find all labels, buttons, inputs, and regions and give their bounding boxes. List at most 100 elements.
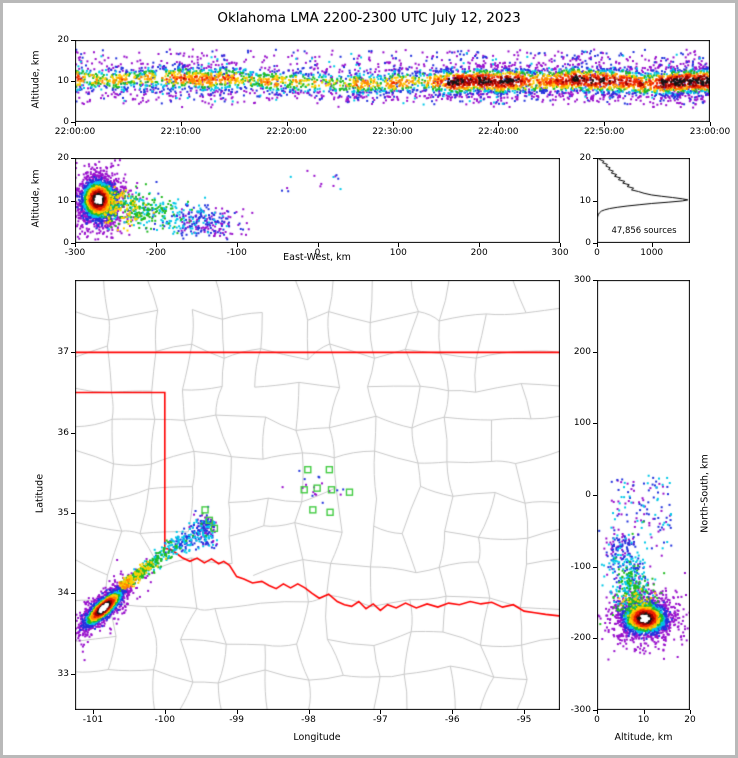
tick-label: -95	[516, 715, 532, 725]
ns-panel-x-axis-label: Altitude, km	[614, 732, 673, 743]
tick-mark	[236, 243, 238, 247]
tick-mark	[164, 710, 166, 714]
tick-label: -100	[154, 715, 176, 725]
tick-label: -98	[301, 715, 316, 725]
tick-label: 0	[594, 715, 600, 725]
tick-mark	[651, 243, 653, 247]
tick-mark	[71, 81, 75, 82]
tick-label: 22:00:00	[54, 127, 96, 137]
tick-label: 22:10:00	[160, 127, 202, 137]
tick-label: 20	[57, 35, 69, 45]
tick-label: 10	[637, 715, 650, 725]
tick-label: 22:20:00	[266, 127, 307, 137]
tick-label: 300	[551, 248, 569, 258]
panel-altitude-histogram	[597, 158, 690, 243]
ew-panel-y-axis-label: Altitude, km	[30, 169, 42, 228]
tick-mark	[593, 280, 597, 281]
tick-label: 20	[684, 715, 696, 725]
tick-mark	[236, 710, 238, 714]
panel-time-altitude	[75, 40, 710, 122]
tick-mark	[380, 710, 382, 714]
time-altitude-scatter-canvas	[75, 40, 710, 122]
tick-label: 37	[57, 347, 69, 358]
map-x-axis-label: Longitude	[293, 732, 341, 743]
tick-label: -96	[444, 715, 460, 725]
tick-mark	[398, 243, 400, 247]
tick-label: -101	[82, 715, 104, 725]
altitude-histogram-canvas	[597, 158, 690, 243]
tick-mark	[597, 243, 598, 247]
tick-label: -300	[64, 248, 86, 258]
tick-mark	[71, 158, 75, 159]
tick-mark	[71, 243, 75, 244]
tick-mark	[604, 122, 606, 126]
tick-mark	[155, 243, 157, 247]
tick-mark	[643, 710, 645, 714]
tick-mark	[593, 638, 597, 640]
tick-mark	[593, 158, 597, 159]
tick-mark	[690, 710, 691, 714]
tick-mark	[75, 122, 76, 126]
tick-mark	[392, 122, 394, 126]
tick-mark	[71, 673, 75, 675]
altitude-northsouth-scatter-canvas	[597, 280, 690, 710]
tick-label: 200	[573, 346, 591, 357]
ns-panel-y-axis-label: North-South, km	[699, 454, 711, 533]
tick-mark	[71, 352, 75, 354]
tick-label: -97	[373, 715, 388, 725]
tick-mark	[597, 710, 598, 714]
map-y-axis-label: Latitude	[34, 473, 46, 514]
panel-altitude-northsouth	[597, 280, 690, 710]
tick-mark	[71, 432, 75, 434]
tick-label: 0	[585, 238, 591, 248]
tick-mark	[286, 122, 288, 126]
tick-mark	[498, 122, 500, 126]
map-canvas	[75, 280, 560, 710]
tick-mark	[710, 122, 711, 126]
tick-label: 0	[314, 248, 321, 258]
tick-label: 100	[573, 418, 591, 429]
tick-mark	[71, 40, 75, 41]
tick-mark	[71, 593, 75, 595]
tick-label: 20	[579, 153, 591, 163]
tick-label: 1000	[640, 248, 664, 258]
tick-label: 22:50:00	[583, 127, 625, 137]
tick-label: 10	[579, 195, 591, 206]
tick-mark	[593, 243, 597, 244]
tick-label: -100	[226, 248, 247, 258]
tick-label: 0	[594, 248, 600, 258]
tick-mark	[479, 243, 481, 247]
time-panel-y-axis-label: Altitude, km	[30, 50, 42, 109]
tick-label: 0	[585, 490, 591, 500]
tick-label: 0	[63, 117, 69, 127]
tick-mark	[593, 495, 597, 496]
tick-label: -200	[145, 248, 167, 258]
tick-mark	[524, 710, 526, 714]
ew-panel-x-axis-label: East-West, km	[283, 252, 351, 263]
tick-label: 200	[470, 248, 488, 258]
tick-label: 23:00:00	[689, 127, 731, 137]
tick-mark	[452, 710, 454, 714]
tick-mark	[593, 423, 597, 425]
tick-mark	[317, 243, 319, 247]
tick-label: 20	[57, 153, 69, 163]
tick-label: 22:40:00	[478, 127, 519, 137]
source-count-annotation: 47,856 sources	[611, 226, 677, 236]
tick-label: 10	[57, 76, 69, 86]
tick-label: 35	[57, 508, 69, 519]
tick-label: 300	[573, 275, 591, 285]
tick-label: 0	[63, 238, 69, 248]
tick-mark	[593, 566, 597, 568]
tick-mark	[92, 710, 94, 714]
tick-label: 100	[389, 248, 407, 258]
tick-mark	[75, 243, 76, 247]
eastwest-altitude-scatter-canvas	[75, 158, 560, 243]
panel-map	[75, 280, 560, 710]
tick-label: 33	[57, 668, 69, 679]
tick-label: -100	[570, 561, 591, 572]
tick-mark	[308, 710, 310, 714]
tick-label: 36	[57, 427, 69, 438]
tick-mark	[71, 200, 75, 202]
tick-mark	[593, 351, 597, 353]
